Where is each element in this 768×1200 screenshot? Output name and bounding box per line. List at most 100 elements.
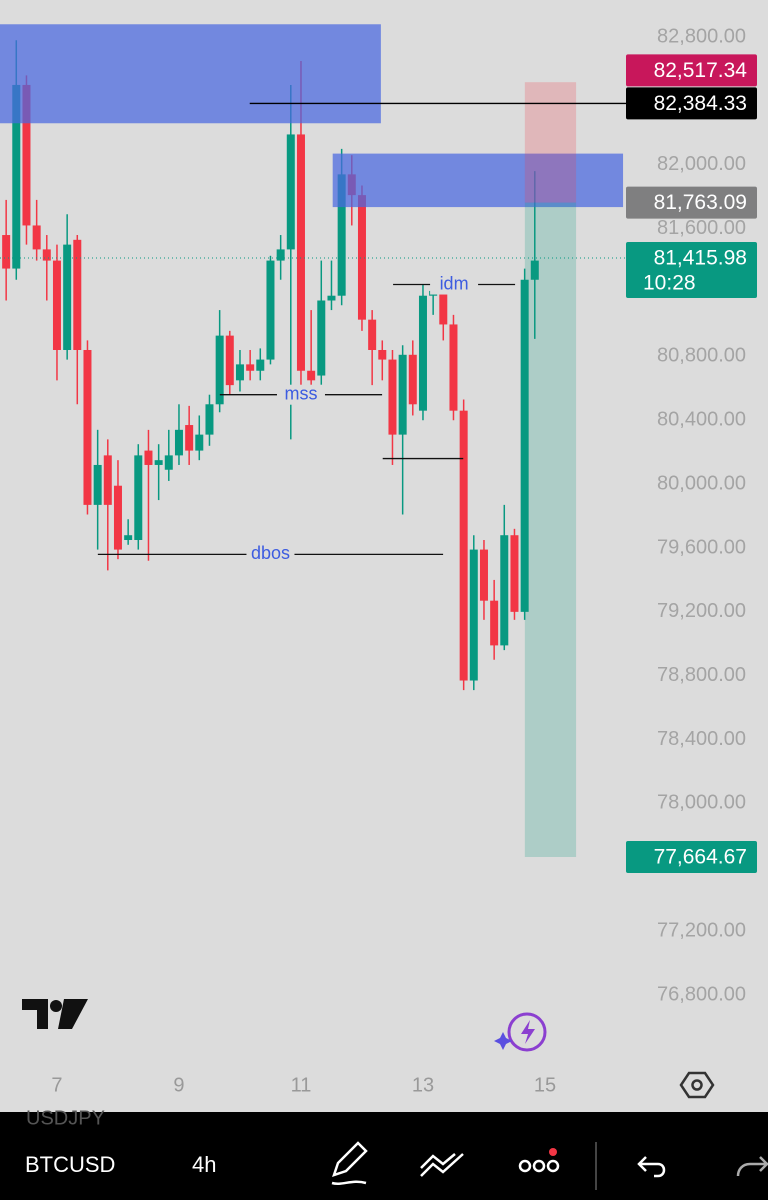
candle-body xyxy=(449,324,458,411)
x-tick-label: 13 xyxy=(412,1074,434,1096)
y-tick-label: 78,800.00 xyxy=(657,664,746,686)
y-tick-label: 80,400.00 xyxy=(657,409,746,431)
candle-body xyxy=(246,364,255,371)
candle-body xyxy=(530,260,539,280)
candle-body xyxy=(357,195,366,320)
candle-body xyxy=(144,450,153,465)
price-label xyxy=(626,186,757,219)
price-label-text: 77,664.67 xyxy=(654,846,747,869)
candle-body xyxy=(439,290,448,325)
candle-body xyxy=(520,279,529,612)
y-tick-label: 82,000.00 xyxy=(657,153,746,175)
price-label xyxy=(626,54,757,87)
y-tick-label: 80,800.00 xyxy=(657,345,746,367)
candle-body xyxy=(266,260,275,360)
plot: 82,800.00 82,000.00 81,600.00 80,800.00 80,4… xyxy=(0,24,757,1096)
y-tick-label: 77,200.00 xyxy=(657,919,746,941)
candle-body xyxy=(479,549,488,601)
y-tick-label: 76,800.00 xyxy=(657,983,746,1005)
y-tick-label: 78,000.00 xyxy=(657,792,746,814)
y-tick-label: 79,200.00 xyxy=(657,600,746,622)
candle-body xyxy=(235,364,244,381)
x-tick-label: 15 xyxy=(534,1074,556,1096)
candle-body xyxy=(93,464,102,505)
price-label-text: 82,517.34 xyxy=(654,59,748,82)
price-label xyxy=(626,87,757,120)
candle-body xyxy=(469,549,478,681)
candle-body xyxy=(256,359,265,371)
candle-body xyxy=(327,295,336,301)
draw-tool[interactable] xyxy=(331,1141,368,1185)
more-button[interactable] xyxy=(518,1148,560,1173)
candle-body xyxy=(2,235,11,269)
candle-body xyxy=(286,134,295,250)
y-tick-label: 81,600.00 xyxy=(657,217,746,239)
candle-body xyxy=(113,485,122,550)
candle-body xyxy=(276,249,285,261)
candle-body xyxy=(63,244,72,350)
annotation-text: dbos xyxy=(251,543,290,563)
candle-body xyxy=(378,349,387,360)
price-label xyxy=(626,841,757,874)
x-tick-label: 7 xyxy=(51,1074,62,1096)
y-tick-label: 78,400.00 xyxy=(657,728,746,750)
candle-body xyxy=(124,535,133,541)
candle-body xyxy=(215,335,224,405)
candle-body xyxy=(42,249,51,261)
candle-body xyxy=(418,295,427,411)
annotation-gap xyxy=(276,384,325,405)
candle-body xyxy=(225,335,234,386)
annotation-gap xyxy=(430,274,479,295)
candle-body xyxy=(195,434,204,451)
annotation-text: idm xyxy=(440,273,469,293)
symbol-button[interactable]: BTCUSD xyxy=(25,1152,115,1177)
candle-body xyxy=(103,455,112,505)
y-tick-label: 79,600.00 xyxy=(657,536,746,558)
candle-body xyxy=(205,404,214,435)
watermark-symbol: USDJPY xyxy=(26,1107,105,1129)
price-label-text: 81,763.09 xyxy=(654,191,747,214)
candle-body xyxy=(368,319,377,350)
tradingview-logo xyxy=(22,999,88,1029)
candle-body xyxy=(134,455,143,541)
x-tick-label: 11 xyxy=(291,1074,312,1096)
chart-type[interactable] xyxy=(420,1153,464,1177)
redo-button[interactable] xyxy=(736,1156,768,1177)
candle-body xyxy=(32,225,41,250)
candle-body xyxy=(398,354,407,435)
price-label-text: 81,415.98 xyxy=(654,247,747,270)
candle-body xyxy=(73,239,82,350)
assistant-button[interactable] xyxy=(494,1012,547,1052)
x-tick-label: 9 xyxy=(173,1074,184,1096)
candle-body xyxy=(164,455,173,470)
price-label-text: 82,384.33 xyxy=(654,92,747,115)
candle-body xyxy=(22,84,31,226)
candle-body xyxy=(459,410,468,681)
candle-body xyxy=(83,349,92,505)
candle-body xyxy=(154,460,163,465)
candle-body xyxy=(317,300,326,376)
candle-body xyxy=(52,260,61,350)
candle-body xyxy=(408,354,417,405)
y-tick-label: 80,000.00 xyxy=(657,472,746,494)
target-zone xyxy=(524,202,577,858)
candle-body xyxy=(307,370,316,381)
annotation-gap xyxy=(246,544,295,565)
candle-body xyxy=(185,425,194,451)
candle-body xyxy=(174,429,183,456)
stop-zone xyxy=(524,82,577,203)
zone xyxy=(332,153,624,208)
candle-body xyxy=(500,535,509,646)
candle-body xyxy=(12,84,21,269)
undo-button[interactable] xyxy=(637,1156,666,1178)
candle-body xyxy=(296,134,305,371)
zone xyxy=(0,24,381,124)
interval-button[interactable]: 4h xyxy=(192,1152,216,1177)
candle-body xyxy=(337,174,346,296)
settings-button[interactable] xyxy=(679,1071,715,1099)
countdown: 10:28 xyxy=(643,272,696,295)
candle-body xyxy=(388,359,397,435)
y-tick-label: 82,800.00 xyxy=(657,25,746,47)
candle-body xyxy=(490,600,499,646)
